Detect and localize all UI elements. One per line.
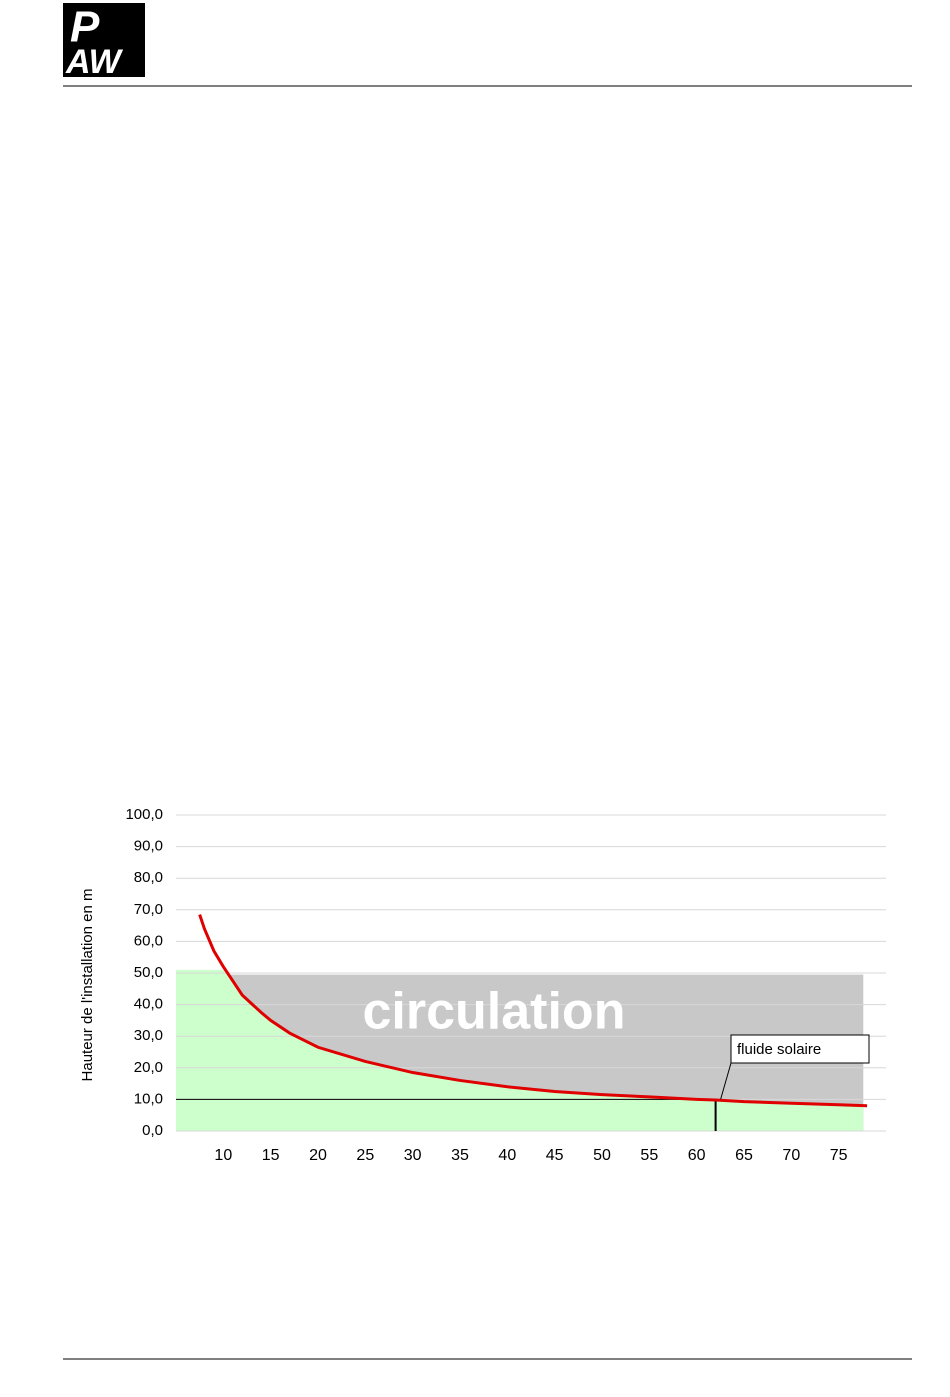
x-tick-label: 35	[451, 1147, 469, 1164]
x-tick-label: 40	[498, 1147, 516, 1164]
y-axis-label: Hauteur de l'installation en m	[79, 889, 96, 1082]
fluid-area	[176, 969, 868, 1131]
y-tick-label: 90,0	[134, 838, 163, 855]
y-tick-label: 80,0	[134, 869, 163, 886]
x-tick-label: 30	[404, 1147, 422, 1164]
y-tick-label: 0,0	[142, 1122, 163, 1139]
x-tick-label: 55	[640, 1147, 658, 1164]
x-tick-label: 75	[830, 1147, 848, 1164]
y-tick-label: 30,0	[134, 1027, 163, 1044]
y-tick-label: 50,0	[134, 964, 163, 981]
x-tick-label: 25	[356, 1147, 374, 1164]
x-tick-label: 70	[782, 1147, 800, 1164]
logo-top: P	[70, 3, 100, 52]
x-tick-label: 15	[262, 1147, 280, 1164]
y-tick-label: 40,0	[134, 996, 163, 1013]
annotation-label: fluide solaire	[737, 1041, 821, 1058]
circulation-label: circulation	[363, 983, 626, 1041]
x-tick-label: 45	[546, 1147, 564, 1164]
y-tick-label: 10,0	[134, 1090, 163, 1107]
y-tick-label: 70,0	[134, 901, 163, 918]
annotation-box	[730, 1034, 870, 1064]
x-tick-label: 20	[309, 1147, 327, 1164]
logo-box	[63, 3, 145, 77]
y-tick-label: 100,0	[125, 806, 163, 823]
x-tick-label: 10	[214, 1147, 232, 1164]
x-tick-label: 65	[735, 1147, 753, 1164]
y-tick-label: 20,0	[134, 1059, 163, 1076]
logo-bottom: AW	[65, 43, 124, 81]
x-tick-label: 50	[593, 1147, 611, 1164]
chart: 0,0 10,0 20,0 30,0 40,0 50,0 60,0 70,0 80,0 90,0 1…	[125, 806, 886, 1164]
y-tick-label: 60,0	[134, 932, 163, 949]
curve	[198, 914, 868, 1108]
annotation-leader	[720, 1062, 732, 1100]
x-tick-label: 60	[688, 1147, 706, 1164]
